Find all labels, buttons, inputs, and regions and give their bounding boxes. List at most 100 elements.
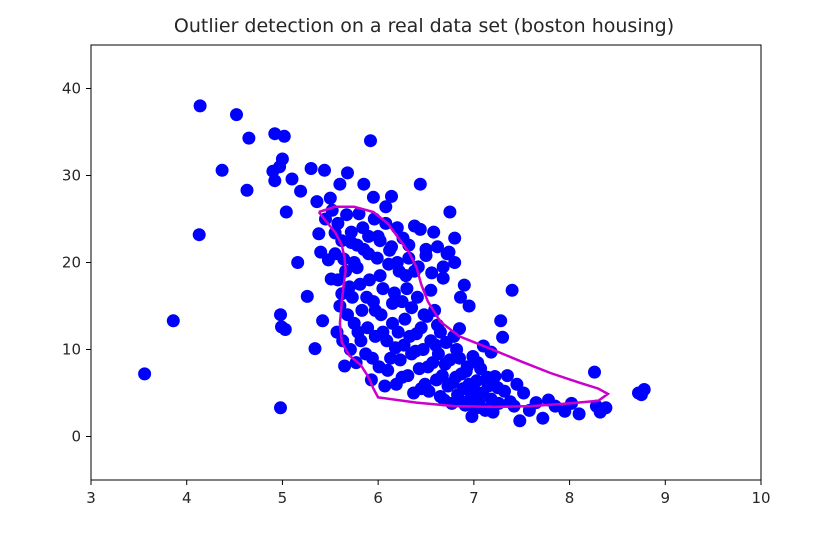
data-point (466, 350, 480, 363)
data-point (419, 249, 433, 262)
y-tick-label: 40 (62, 80, 81, 98)
data-point (340, 208, 354, 222)
data-point (424, 283, 438, 297)
data-point (384, 351, 398, 365)
data-point (385, 240, 398, 254)
data-point (536, 411, 550, 425)
data-point (474, 362, 488, 376)
y-tick-label: 0 (71, 428, 81, 446)
data-point (413, 222, 427, 236)
data-point (304, 162, 318, 175)
data-point (345, 290, 359, 304)
data-point (366, 190, 380, 204)
data-point (379, 200, 393, 214)
data-point (481, 379, 495, 393)
data-point (338, 359, 352, 373)
data-point (503, 395, 517, 409)
x-axis: 3 4 5 6 7 8 9 10 (86, 480, 771, 507)
data-point (352, 207, 366, 221)
data-point (402, 251, 416, 265)
data-point (436, 260, 450, 274)
data-point (373, 234, 387, 248)
data-point (285, 172, 299, 186)
data-point (364, 134, 377, 148)
data-point (230, 108, 243, 122)
data-point (410, 290, 424, 304)
data-point (494, 314, 508, 328)
data-point (376, 282, 390, 296)
data-point (275, 152, 289, 166)
data-point (443, 205, 457, 219)
data-point (357, 177, 371, 191)
data-point (448, 231, 462, 245)
data-point (278, 323, 292, 336)
data-point (347, 256, 361, 269)
data-point (422, 384, 436, 398)
data-point (599, 401, 613, 415)
data-point (341, 308, 354, 322)
data-point (393, 353, 407, 367)
data-point (431, 240, 444, 254)
data-point (448, 256, 462, 269)
data-point (367, 212, 381, 226)
data-point (308, 342, 322, 356)
data-point (166, 314, 180, 328)
data-point (413, 177, 427, 191)
x-tick-label: 10 (751, 489, 770, 507)
data-point (416, 343, 430, 356)
y-axis: 0 10 20 30 40 (62, 80, 91, 446)
y-tick-label: 10 (62, 341, 81, 359)
data-point (372, 360, 386, 374)
x-tick-label: 4 (182, 489, 192, 507)
decision-boundary-contour (317, 205, 611, 409)
data-point (441, 379, 455, 393)
y-tick-label: 20 (62, 254, 81, 272)
data-point (488, 370, 502, 383)
data-point (359, 347, 373, 361)
data-point (374, 308, 388, 322)
data-point (398, 312, 412, 326)
data-point (316, 314, 330, 328)
data-point (215, 163, 229, 177)
data-point (405, 301, 419, 315)
data-point (637, 383, 651, 396)
data-point (274, 308, 287, 322)
data-point (333, 177, 347, 191)
data-point (403, 329, 417, 343)
data-point (498, 384, 511, 398)
data-point (361, 321, 375, 335)
data-point (462, 299, 476, 313)
data-point (453, 351, 466, 365)
data-point (391, 325, 405, 339)
data-point (342, 280, 356, 294)
data-point (496, 330, 510, 344)
data-point (380, 334, 394, 348)
data-point (378, 379, 392, 393)
data-point (436, 271, 450, 285)
data-point (350, 238, 364, 252)
data-point (355, 303, 369, 317)
data-point (242, 131, 256, 145)
data-point (443, 353, 457, 367)
data-point (373, 269, 387, 283)
data-point (310, 195, 324, 209)
data-point (414, 321, 428, 335)
data-point (274, 401, 287, 415)
data-point (341, 166, 354, 180)
data-point (470, 374, 484, 388)
data-point (386, 296, 399, 310)
data-point (138, 367, 152, 381)
data-point (318, 163, 331, 177)
data-point (240, 183, 254, 197)
data-point (510, 377, 524, 391)
data-point (431, 347, 445, 361)
x-tick-label: 6 (373, 489, 383, 507)
data-point (300, 289, 314, 303)
data-point (427, 225, 441, 239)
data-point (193, 99, 207, 113)
data-point (333, 299, 347, 313)
x-tick-label: 5 (278, 489, 288, 507)
data-point (513, 414, 527, 428)
x-tick-label: 9 (661, 489, 671, 507)
